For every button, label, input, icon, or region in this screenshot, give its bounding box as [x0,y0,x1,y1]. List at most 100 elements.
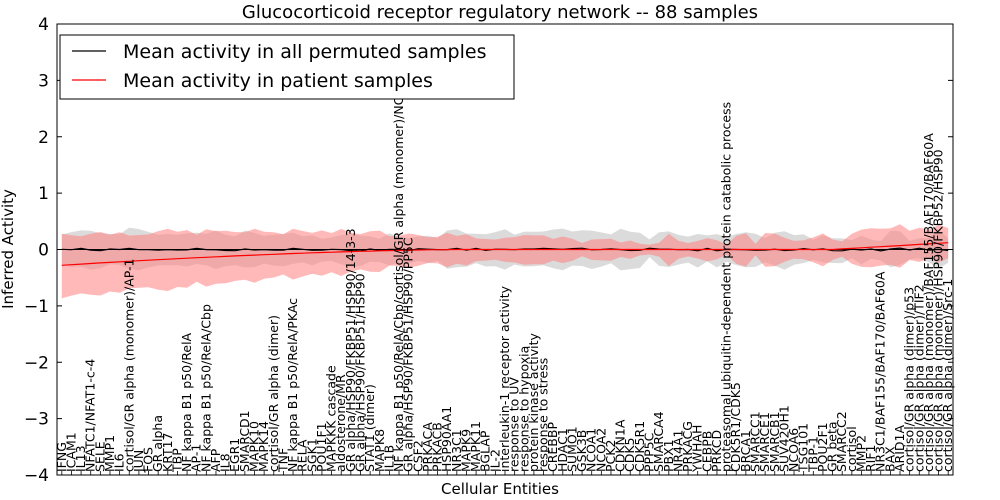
x-tick-label: CDK5R1/CDK5 [728,382,743,472]
x-tick-label: PRKACA [420,422,435,472]
x-tick-label: proteasomal ubiquitin-dependent protein … [719,102,734,472]
x-tick-label: SELE [92,441,107,472]
y-tick-label: 1 [38,184,49,204]
x-tick-label: NF kappa B1 p50/RelA/PKAc [285,298,300,472]
x-tick-label: POU2F1 [815,422,830,472]
legend-label-permuted: Mean activity in all permuted samples [123,41,486,63]
x-tick-label: CDKN1A [613,419,628,472]
y-tick-label: −2 [24,353,49,373]
x-tick-label: AP-1 [189,444,204,472]
x-tick-label: NCOA1 [584,428,599,472]
x-tick-label: MAPK8 [372,429,387,472]
y-axis: −4 −3 −2 −1 0 1 2 3 4 [24,15,953,486]
x-tick-label: GR alpha/HSP90/FKBP51/HSP90/PP5C [401,237,416,472]
x-tick-label: TNF [275,448,290,473]
y-tick-label: −4 [24,466,49,486]
x-tick-label: KRT17 [160,432,175,472]
x-tick-label: IL6 [112,453,127,472]
x-tick-label: PRKACB [430,422,445,472]
x-tick-label: IL13 [73,445,88,472]
x-tick-label: RELA [295,439,310,472]
series-line-patient [61,242,949,266]
x-tick-label: cortisol/GR alpha (monomer)/HSP90/FKBP52… [931,149,946,472]
x-tick-label: GSK3B [574,430,589,472]
x-tick-label: EGR1 [227,438,242,472]
x-tick-label: PRKACG [680,421,695,472]
series-lines [57,242,953,266]
x-tick-label: interleukin-1 receptor activity [497,285,512,472]
x-tick-label: NCOA6 [786,428,801,472]
chart-title: Glucocorticoid receptor regulatory netwo… [242,2,758,23]
x-tick-label: HDAC1 [555,428,570,472]
x-tick-label: FOS [141,447,156,472]
legend-box [59,34,515,100]
x-tick-label: SMARCE1 [757,412,772,472]
x-tick-label: BGLAP [478,430,493,472]
x-tick-label: cortisol [844,426,859,472]
x-tick-labels: IFNGICAM1IL13NFATC1/NFAT1-c-4SELEMMP1IL6… [54,70,955,475]
x-tick-label: cortisol/GR alpha (dimer)/p53 [902,287,917,472]
plot-frame [56,23,954,476]
x-tick-label: PCK2 [603,440,618,472]
x-tick-label: ICAM1 [64,432,79,472]
x-tick-label: GR alpha/HSP90/FKBP51/HSP90 [353,273,368,472]
x-tick-label: protein kinase activity [526,332,541,472]
x-tick-label: TBP-1 [805,436,820,473]
x-tick-label: YWHAH [690,425,705,473]
x-tick-label: cortisol/GR alpha (dimer)/TIF2 [911,284,926,472]
x-tick-label: CDK5R1 [632,421,647,472]
x-tick-label: MAPK9 [459,429,474,472]
x-tick-label: GR beta [825,421,840,472]
x-tick-label: POU1F1 [314,422,329,472]
x-tick-label: PPP5C [642,432,657,472]
band-patient [61,224,949,299]
x-axis-label: Cellular Entities [441,480,559,498]
x-tick-label: SMARCC1 [748,411,763,472]
x-tick-label: PRKCD [709,430,724,472]
x-tick-label: STAT1 (dimer) [362,384,377,472]
x-tick-label: GR alpha/HSP90/FKBP51/HSP90/14-3-3 [343,228,358,472]
x-tick-label: NR3C1/BAF155/BAF170/BAF60A [873,271,888,472]
y-axis-label: Inferred Activity [0,189,17,309]
x-tick-label: MAPKKK cascade [324,365,339,472]
x-tick-label: CDK5 [622,437,637,472]
x-tick-label: NFATC1/NFAT1-c-4 [83,359,98,472]
x-tick-label: SMARCC2 [834,411,849,472]
x-tick-label: CSF2 [410,440,425,472]
x-tick-label: SMARCD1 [237,410,252,472]
x-tick-label: PBX1 [661,439,676,472]
x-tick-label: IL1B [381,445,396,472]
y-tick-label: 3 [38,71,49,91]
x-tick-label: response to hypoxia [516,346,531,472]
y-tick-label: 0 [38,241,49,261]
x-tick-label: NF kappa B1 p50/RelA/Cbp [198,304,213,472]
x-tick-label: IFNG [54,442,69,472]
x-tick-label: NR4A1 [670,430,685,473]
x-tick-label: IL8 [218,453,233,472]
x-tick-label: ARID1A [892,424,907,472]
x-tick-label: BAX [882,446,897,472]
x-tick-label: CEBPB [699,431,714,472]
x-tick-label: JUN [131,450,146,473]
y-tick-label: −3 [24,410,49,430]
x-tick-label: NF kappa B1 p50/RelA/Cbp/cortisol/GR alp… [391,70,406,472]
legend-label-patient: Mean activity in patient samples [123,70,433,92]
x-tick-label: NR3C1 [449,429,464,472]
x-tick-label: RIF1 [863,444,878,472]
legend: Mean activity in all permuted samples Me… [59,34,515,100]
x-tick-label: cortisol/GR alpha (dimer) [266,315,281,472]
x-tick-label: aldosterone/MR [333,374,348,472]
x-tick-label: response to UV [507,377,522,472]
y-tick-label: −1 [24,297,49,317]
x-tick-label: IL-2 [487,449,502,472]
y-tick-label: 4 [38,15,49,35]
x-tick-label: cortisol/GR alpha (dimer)/Src-1 [940,279,955,472]
x-tick-label: response to stress [536,358,551,472]
x-tick-label: MAPK11 [468,421,483,472]
x-tick-label: MMP2 [854,435,869,472]
x-tick-label: GR alpha [150,415,165,472]
x-tick-label: cortisol/GR alpha (monomer)/BAF155/BAF17… [921,133,936,472]
x-tick-label: BRCA1 [738,430,753,472]
x-tick-label: MAPK14 [256,421,271,472]
